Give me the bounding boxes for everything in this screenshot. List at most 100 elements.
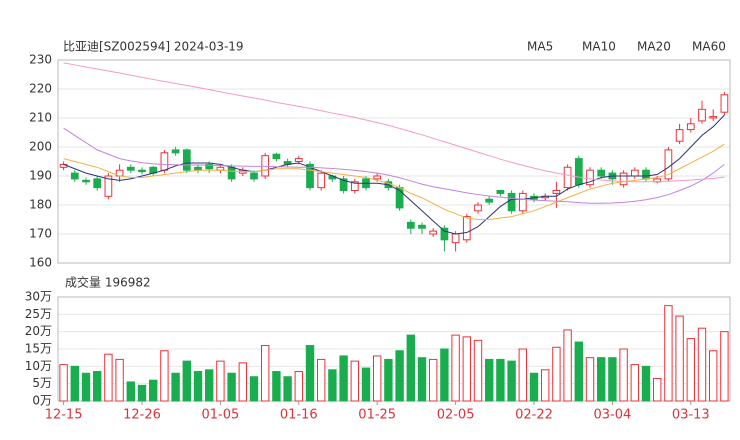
volume-bar (686, 338, 695, 402)
candle-body (709, 116, 718, 119)
candle-body (406, 221, 415, 229)
candle-body (552, 190, 561, 194)
volume-bar (104, 353, 113, 402)
volume-bar (619, 348, 628, 402)
candle-body (451, 233, 460, 244)
plot-frame (57, 59, 731, 264)
volume-bar (81, 372, 91, 402)
x-tick-label: 01-16 (280, 408, 318, 423)
volume-bar (675, 315, 684, 402)
candle-body (104, 175, 113, 197)
volume-bar (205, 369, 214, 402)
volume-bar (294, 371, 303, 402)
candle-body (339, 178, 348, 191)
candle-body (418, 224, 426, 229)
candle-body (619, 172, 628, 186)
y-tick-label: 30万 (25, 290, 52, 304)
x-tick-label: 01-25 (358, 408, 396, 423)
candle-body (126, 166, 135, 171)
volume-bar (406, 334, 415, 402)
volume-bar (585, 357, 595, 402)
y-tick-label: 0万 (32, 394, 52, 408)
ma-line (63, 62, 725, 183)
volume-bar (283, 376, 292, 402)
candle-body (474, 204, 482, 212)
plot-frame (57, 296, 731, 402)
candle-body (272, 153, 281, 160)
candle-body (294, 158, 303, 163)
candle-body (462, 216, 471, 241)
candle-body (698, 108, 706, 122)
volume-bar (720, 331, 729, 402)
y-tick-label: 190 (29, 169, 52, 183)
candle-body (597, 169, 606, 177)
volume-bar (664, 305, 673, 402)
volume-bar (496, 358, 505, 402)
volume-bar (384, 358, 393, 402)
volume-bar (182, 360, 191, 402)
volume-bar (473, 339, 483, 402)
candle-body (306, 163, 314, 189)
volume-bar (552, 346, 561, 402)
volume-bar (608, 357, 617, 402)
volume-bar (417, 357, 427, 402)
volume-bar (485, 358, 494, 402)
candle-body (160, 152, 169, 171)
candle-body (93, 178, 102, 189)
volume-bar (149, 379, 158, 402)
y-tick-label: 220 (29, 82, 52, 96)
y-tick-label: 10万 (25, 359, 52, 373)
volume-bar (563, 329, 572, 402)
candle-body (642, 169, 650, 180)
chart-title: 比亚迪[SZ002594] 2024-03-19 (63, 40, 244, 54)
x-tick-label: 02-05 (437, 408, 475, 423)
volume-bar (59, 364, 68, 402)
candle-body (261, 155, 270, 177)
y-tick-label: 180 (29, 198, 52, 212)
volume-bar (653, 377, 662, 402)
x-tick-label: 03-13 (672, 408, 710, 423)
y-tick-label: 170 (29, 227, 52, 241)
volume-bar (641, 365, 651, 402)
legend-label: MA20 (637, 40, 671, 54)
candle-body (574, 158, 583, 186)
y-tick-label: 200 (29, 140, 52, 154)
volume-bar (339, 355, 348, 402)
x-tick-label: 02-22 (515, 408, 553, 423)
candle-body (507, 192, 516, 212)
volume-bar (361, 367, 371, 402)
candle-body (171, 149, 180, 154)
volume-bar (216, 360, 225, 402)
volume-bar (440, 348, 449, 402)
volume-bar (305, 345, 315, 402)
volume-bar (261, 345, 270, 402)
candle-body (429, 230, 438, 235)
candle-body (686, 123, 695, 131)
y-tick-label: 15万 (25, 342, 52, 356)
volume-bar (630, 364, 639, 402)
volume-bar (227, 372, 236, 402)
candle-body (485, 198, 494, 203)
volume-bar (126, 381, 135, 402)
volume-bar (272, 371, 281, 402)
volume-bar (93, 371, 102, 402)
candle-body (440, 227, 449, 241)
x-tick-label: 03-04 (594, 408, 632, 423)
volume-bar (709, 350, 718, 402)
x-tick-label: 01-05 (202, 408, 240, 423)
candle-body (205, 163, 214, 170)
legend-label: MA60 (692, 40, 726, 54)
candle-body (518, 192, 527, 212)
volume-bar (529, 372, 539, 402)
volume-bar (193, 371, 203, 402)
volume-bar (137, 384, 147, 402)
volume-bar (451, 334, 460, 402)
volume-bar (518, 348, 527, 402)
candle-body (82, 179, 90, 183)
volume-bar (429, 358, 438, 402)
candle-body (373, 175, 382, 180)
y-tick-label: 25万 (25, 307, 52, 321)
volume-bar (70, 365, 79, 402)
candle-body (182, 149, 191, 171)
volume-bar (462, 336, 471, 402)
